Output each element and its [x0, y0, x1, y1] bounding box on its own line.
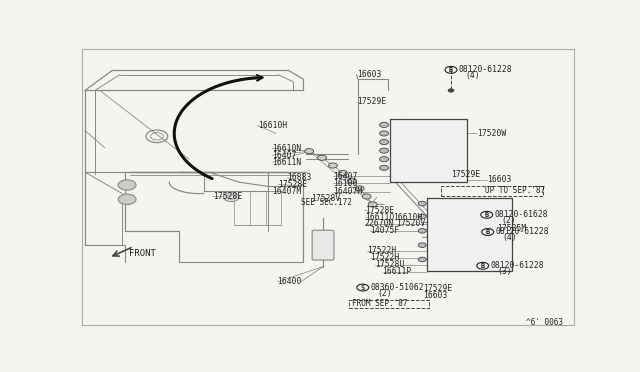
Text: 08120-61628: 08120-61628	[495, 210, 548, 219]
Text: 17528E: 17528E	[365, 206, 394, 215]
Text: 16610N: 16610N	[273, 144, 301, 153]
Text: SEE SEC.172: SEE SEC.172	[301, 198, 351, 207]
Circle shape	[305, 149, 314, 154]
Circle shape	[328, 163, 337, 168]
Text: 16407: 16407	[273, 151, 297, 160]
Text: 17529E: 17529E	[423, 284, 452, 293]
Text: 22670N: 22670N	[365, 219, 394, 228]
Text: (4): (4)	[502, 233, 516, 242]
Text: B: B	[449, 67, 453, 73]
Text: 16883: 16883	[287, 173, 312, 182]
Circle shape	[118, 194, 136, 205]
Text: 17529E: 17529E	[451, 170, 480, 179]
Bar	[428, 198, 511, 271]
Text: (2): (2)	[501, 216, 516, 225]
Text: 08360-51062: 08360-51062	[371, 283, 424, 292]
Text: 16603: 16603	[423, 291, 447, 300]
FancyBboxPatch shape	[312, 230, 334, 260]
Circle shape	[448, 89, 454, 92]
Text: 17522H: 17522H	[367, 246, 396, 255]
Text: 16407M: 16407M	[333, 187, 362, 196]
Text: 14075F: 14075F	[370, 226, 399, 235]
Text: 17529E: 17529E	[356, 97, 386, 106]
Text: 16611N: 16611N	[273, 158, 301, 167]
Circle shape	[419, 228, 426, 233]
Circle shape	[380, 148, 388, 153]
Circle shape	[339, 170, 348, 176]
Text: (2): (2)	[377, 289, 392, 298]
Circle shape	[419, 214, 426, 219]
Text: 17520W: 17520W	[477, 129, 506, 138]
Text: B: B	[484, 212, 489, 218]
Text: 08120-61228: 08120-61228	[491, 261, 544, 270]
Text: B: B	[486, 229, 490, 235]
Circle shape	[348, 178, 356, 183]
Text: ^6' 0063: ^6' 0063	[527, 318, 563, 327]
Text: S: S	[360, 285, 365, 291]
Circle shape	[317, 155, 326, 160]
Circle shape	[223, 192, 239, 202]
Circle shape	[419, 257, 426, 262]
Bar	[390, 119, 467, 182]
Text: 16610H: 16610H	[257, 121, 287, 130]
Text: 16400: 16400	[277, 277, 302, 286]
Text: (4): (4)	[465, 71, 480, 80]
Circle shape	[118, 180, 136, 190]
Text: 17520V: 17520V	[396, 219, 426, 228]
Circle shape	[380, 140, 388, 145]
Text: 16611P: 16611P	[383, 267, 412, 276]
Text: FRONT: FRONT	[129, 249, 156, 258]
Text: 17528E: 17528E	[213, 192, 242, 201]
Circle shape	[380, 165, 388, 170]
Circle shape	[368, 202, 377, 207]
Circle shape	[419, 201, 426, 206]
Circle shape	[355, 186, 364, 191]
Text: 08120-61228: 08120-61228	[459, 65, 513, 74]
Circle shape	[419, 243, 426, 247]
Text: 16603: 16603	[486, 175, 511, 185]
Circle shape	[380, 131, 388, 136]
Text: 16611Q: 16611Q	[365, 212, 394, 222]
Circle shape	[362, 194, 371, 199]
Text: 17535M: 17535M	[497, 224, 526, 233]
Text: B: B	[481, 263, 485, 269]
Text: 17528V: 17528V	[310, 194, 340, 203]
Text: 17528U: 17528U	[375, 260, 404, 269]
Text: 16100: 16100	[333, 179, 357, 188]
Text: FROM SEP.'87: FROM SEP.'87	[352, 299, 407, 308]
Text: 16407M: 16407M	[273, 187, 301, 196]
Text: 17522H: 17522H	[370, 253, 399, 262]
Text: 16610H: 16610H	[394, 212, 423, 222]
Text: 17528E: 17528E	[278, 180, 308, 189]
Text: (3): (3)	[497, 267, 512, 276]
Text: UP TO SEP.'87: UP TO SEP.'87	[484, 186, 545, 195]
Text: 16407: 16407	[333, 172, 357, 181]
Text: 08120-61228: 08120-61228	[495, 227, 549, 237]
Text: 16603: 16603	[356, 70, 381, 79]
Circle shape	[380, 157, 388, 162]
Circle shape	[380, 122, 388, 128]
